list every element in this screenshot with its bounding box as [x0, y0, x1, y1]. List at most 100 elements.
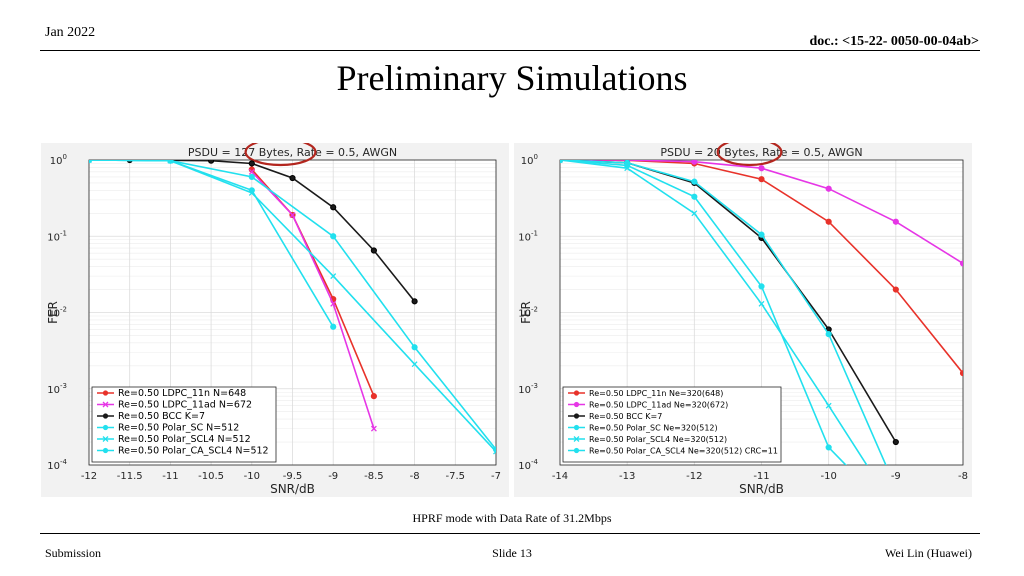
data-point [289, 174, 296, 182]
header-divider [40, 50, 980, 51]
data-point [411, 344, 418, 351]
data-point [370, 393, 377, 400]
data-point [330, 323, 337, 330]
legend-marker [573, 447, 580, 454]
highlight-ellipse [716, 143, 783, 167]
data-point [248, 168, 255, 175]
legend-marker [573, 390, 580, 396]
series-line-re-0-50-polar-sc-ne-320-512 [560, 160, 847, 465]
data-point [866, 466, 871, 471]
chart-panel-127-bytes: -12 -11.5 -11 -10.5 -10 -9.5 -9 -8.5 -8 -7.5 -7 100… [41, 143, 509, 497]
y-tick-label: 10-2 [518, 306, 538, 320]
data-point [758, 176, 765, 183]
y-axis-label: FER [519, 301, 533, 324]
series-line-re-0-50-polar-ca-scl4-ne-320-512-crc-11 [560, 160, 887, 465]
x-tick-label: -8.5 [364, 471, 384, 482]
x-tick-label: -13 [619, 471, 635, 482]
legend-marker [102, 390, 109, 396]
x-tick-label: -8 [958, 471, 968, 482]
legend-marker [102, 401, 109, 408]
y-tick-label: 10-3 [518, 382, 538, 396]
y-tick-label: 10-1 [518, 229, 538, 243]
data-point [860, 479, 865, 484]
legend-marker [573, 424, 580, 431]
legend-marker [102, 436, 109, 442]
data-point [492, 446, 496, 453]
data-point [330, 273, 337, 280]
legend-label-re-0-50-polar-ca-scl4-n-512: Re=0.50 Polar_CA_SCL4 N=512 [118, 446, 269, 457]
legend-label-re-0-50-polar-scl4-ne-320-512: Re=0.50 Polar_SCL4 Ne=320(512) [589, 435, 727, 444]
x-tick-label: -12 [686, 471, 702, 482]
legend-label-re-0-50-polar-sc-ne-320-512: Re=0.50 Polar_SC Ne=320(512) [589, 424, 718, 433]
axes-box [88, 159, 497, 466]
document-id: doc.: <15-22- 0050-00-04ab> [809, 34, 979, 49]
series-group [560, 160, 963, 484]
legend-label-re-0-50-ldpc-11ad-n-672: Re=0.50 LDPC_11ad N=672 [118, 400, 252, 411]
data-point [411, 361, 418, 368]
data-point [825, 331, 832, 338]
slide-title: Preliminary Simulations [336, 58, 688, 98]
data-point [959, 260, 963, 267]
data-point [758, 300, 765, 307]
x-tick-label: -11 [753, 471, 769, 482]
data-point [758, 231, 765, 238]
chart-title: PSDU = 20 Bytes, Rate = 0.5, AWGN [660, 146, 862, 159]
legend-marker [102, 413, 109, 419]
data-point [825, 402, 832, 409]
x-tick-label: -7.5 [446, 471, 466, 482]
y-tick-label: 10-4 [518, 458, 538, 472]
x-tick-label: -11 [162, 471, 178, 482]
legend-marker [102, 424, 109, 431]
data-point [89, 160, 93, 164]
x-tick-label: -9 [891, 471, 901, 482]
y-tick-label: 10-3 [47, 382, 67, 396]
data-point [825, 185, 832, 192]
data-point [370, 247, 377, 254]
x-tick-label: -12 [81, 471, 97, 482]
data-point [825, 218, 832, 225]
data-point [892, 218, 899, 225]
data-point [691, 210, 698, 217]
legend-marker [573, 436, 580, 442]
chart-panel-20-bytes: -14 -13 -12 -11 -10 -9 -8 100 10-1 10-2 10-3 10-4 SN… [514, 143, 972, 497]
legend-label-re-0-50-ldpc-11n-n-648: Re=0.50 LDPC_11n N=648 [118, 388, 246, 399]
y-axis-label: FER [46, 301, 60, 324]
data-point [691, 193, 698, 200]
data-point [758, 165, 765, 172]
data-point [959, 370, 963, 377]
legend-label-re-0-50-bcc-k-7: Re=0.50 BCC K=7 [118, 411, 205, 422]
legend-label-re-0-50-polar-sc-n-512: Re=0.50 Polar_SC N=512 [118, 423, 239, 434]
data-point [892, 438, 899, 446]
data-point [208, 160, 215, 164]
series-group [89, 160, 496, 455]
x-tick-label: -9 [328, 471, 338, 482]
highlight-ellipse [244, 143, 317, 167]
x-tick-label: -10.5 [198, 471, 224, 482]
data-point [370, 425, 377, 432]
legend-label-re-0-50-ldpc-11ad-ne-320-672: Re=0.50 LDPC_11ad Ne=320(672) [589, 401, 728, 410]
chart-title: PSDU = 127 Bytes, Rate = 0.5, AWGN [188, 146, 397, 159]
y-tick-label: 100 [521, 153, 538, 167]
data-point [330, 233, 337, 240]
footer-slide-number: Slide 13 [492, 546, 532, 560]
legend-marker [573, 413, 580, 419]
x-tick-label: -8 [410, 471, 420, 482]
data-point [248, 160, 255, 167]
legend-label-re-0-50-polar-ca-scl4-ne-320-512-crc-11: Re=0.50 Polar_CA_SCL4 Ne=320(512) CRC=11 [589, 447, 778, 456]
data-point [411, 298, 418, 305]
x-tick-label: -7 [491, 471, 501, 482]
series-line-re-0-50-polar-scl4-ne-320-512 [560, 160, 868, 465]
legend-box [91, 386, 277, 463]
data-point [892, 286, 899, 293]
chart-1-svg: -14 -13 -12 -11 -10 -9 -8 100 10-1 10-2 10-3 10-4 SN… [518, 143, 968, 496]
data-point [825, 444, 832, 451]
x-tick-label: -9.5 [283, 471, 303, 482]
x-tick-label: -10 [244, 471, 260, 482]
y-tick-label: 10-2 [47, 306, 67, 320]
data-point [167, 160, 174, 164]
x-tick-label: -11.5 [117, 471, 143, 482]
x-tick-label: -14 [552, 471, 568, 482]
series-line-re-0-50-ldpc-11ad-n-672 [251, 171, 375, 429]
y-tick-label: 10-1 [47, 229, 67, 243]
legend-marker [573, 401, 580, 408]
